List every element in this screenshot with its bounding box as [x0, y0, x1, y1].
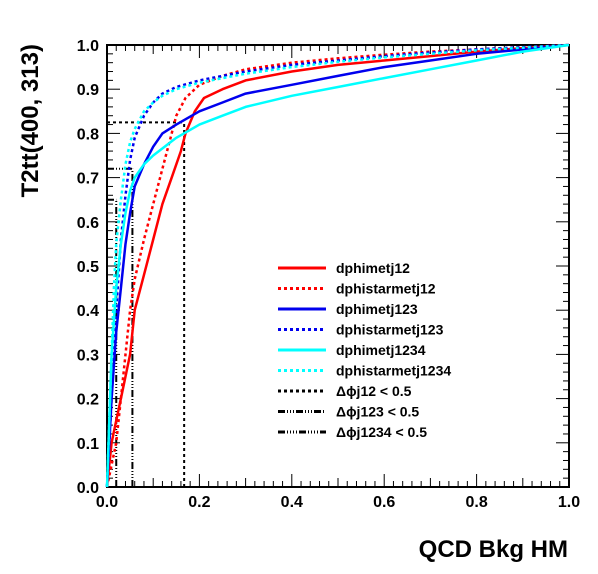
legend-label: dphistarmetj1234	[336, 363, 451, 379]
legend-label: dphistarmetj12	[336, 281, 436, 297]
y-axis-title: T2tt(400, 313)	[17, 44, 44, 197]
legend-label: dphistarmetj123	[336, 322, 444, 338]
y-tick-label: 0.6	[77, 215, 99, 232]
y-tick-label: 0.0	[77, 480, 99, 497]
legend-label: dphimetj123	[336, 301, 418, 317]
legend-label: Δϕj12 < 0.5	[336, 383, 412, 399]
series-line	[105, 43, 570, 488]
legend-label: dphimetj12	[336, 260, 410, 276]
y-tick-label: 0.2	[77, 392, 99, 409]
series-line	[105, 43, 570, 488]
legend-label: dphimetj1234	[336, 342, 426, 358]
x-tick-label: 0.8	[465, 494, 487, 511]
x-axis-title: QCD Bkg HM	[419, 536, 568, 563]
y-tick-label: 0.9	[77, 82, 99, 99]
y-tick-label: 0.4	[77, 303, 99, 320]
y-tick-label: 0.8	[77, 126, 99, 143]
legend-label: Δϕj1234 < 0.5	[336, 424, 427, 440]
series-line	[105, 43, 570, 488]
y-tick-label: 0.3	[77, 347, 99, 364]
x-tick-label: 0.0	[96, 494, 118, 511]
y-tick-label: 1.0	[77, 38, 99, 55]
x-tick-label: 0.6	[373, 494, 395, 511]
x-tick-label: 0.2	[188, 494, 210, 511]
series-line	[105, 43, 570, 488]
legend-label: Δϕj123 < 0.5	[336, 404, 419, 420]
y-tick-label: 0.5	[77, 259, 99, 276]
x-tick-label: 0.4	[281, 494, 303, 511]
y-tick-label: 0.1	[77, 436, 99, 453]
plot-marks: 0.0 0.2 0.4 0.6 0.8 1.0 0.0 0.1 0.2 0.3 0.4 0.5 0.6 0…	[77, 38, 580, 511]
x-tick-label: 1.0	[558, 494, 580, 511]
y-tick-label: 0.7	[77, 171, 99, 188]
legend: dphimetj12 dphistarmetj12 dphimetj123 dphis…	[278, 260, 451, 440]
